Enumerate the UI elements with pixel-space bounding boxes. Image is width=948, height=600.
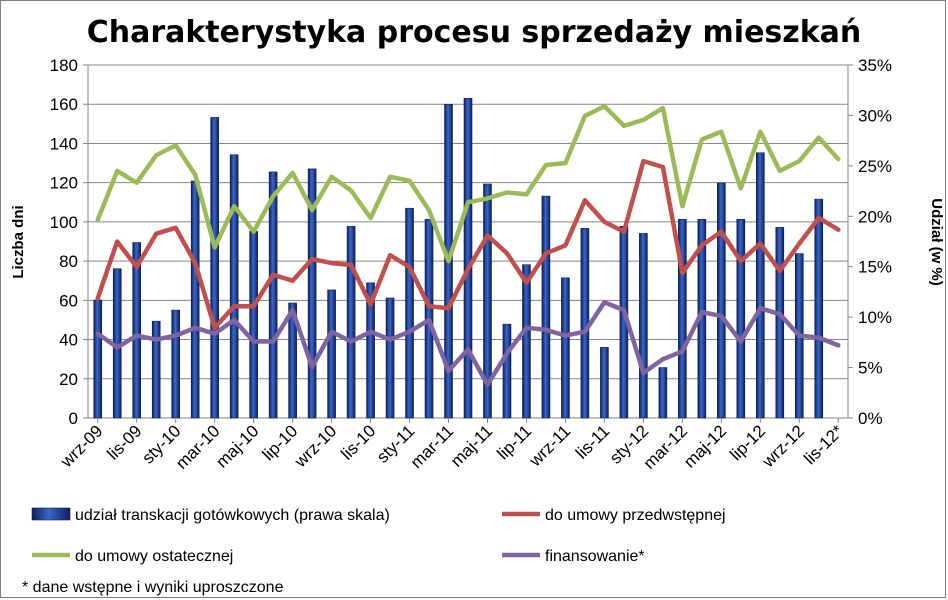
x-tick-label: maj-10 bbox=[212, 421, 262, 471]
bar bbox=[327, 289, 336, 419]
y-right-tick-label: 35% bbox=[858, 56, 892, 75]
bar bbox=[93, 299, 103, 419]
bar bbox=[580, 228, 590, 419]
bar bbox=[307, 168, 317, 419]
chart-title: Charakterystyka procesu sprzedaży mieszk… bbox=[87, 15, 862, 50]
legend-item: do umowy przedwstępnej bbox=[502, 507, 726, 524]
bar bbox=[775, 227, 785, 419]
y-left-tick-label: 20 bbox=[59, 370, 78, 389]
y-axis-left: 0 20 40 60 80 100 120 140 160 180 bbox=[50, 56, 89, 428]
bar bbox=[385, 297, 395, 419]
y-left-tick-label: 140 bbox=[50, 134, 78, 153]
bar bbox=[717, 182, 726, 419]
x-tick-label: mar-11 bbox=[407, 421, 458, 472]
bar bbox=[249, 231, 258, 419]
x-tick-label: mar-10 bbox=[172, 421, 224, 473]
line-series bbox=[95, 103, 841, 387]
bar bbox=[658, 367, 668, 419]
x-tick-label: wrz-12 bbox=[758, 421, 808, 471]
bar bbox=[522, 264, 531, 419]
bar bbox=[346, 226, 356, 419]
bar bbox=[151, 320, 161, 419]
legend: udział transkacji gotówkowych (prawa ska… bbox=[31, 507, 726, 565]
y-right-tick-label: 0% bbox=[858, 409, 883, 428]
bar bbox=[502, 323, 512, 419]
y-right-tick-label: 30% bbox=[858, 106, 892, 125]
x-tick-label: maj-12 bbox=[680, 421, 730, 471]
y-left-tick-label: 100 bbox=[50, 213, 78, 232]
series-line bbox=[95, 300, 841, 387]
x-tick-label: lis-10 bbox=[337, 421, 379, 463]
legend-label: do umowy przedwstępnej bbox=[545, 507, 726, 524]
bar bbox=[190, 180, 200, 419]
legend-label: udział transkacji gotówkowych (prawa ska… bbox=[75, 507, 390, 524]
legend-item: udział transkacji gotówkowych (prawa ska… bbox=[31, 507, 390, 524]
y-axis-right: 0% 5% 10% 15% 20% 25% 30% 35% bbox=[847, 56, 892, 428]
bar bbox=[561, 277, 570, 419]
y-left-tick-label: 0 bbox=[69, 409, 78, 428]
y-right-tick-label: 10% bbox=[858, 308, 892, 327]
y-axis-right-title: Udział (w %) bbox=[928, 198, 945, 286]
legend-label: finansowanie* bbox=[545, 548, 645, 565]
x-tick-label: wrz-09 bbox=[56, 421, 106, 471]
x-tick-label: lis-09 bbox=[103, 421, 145, 463]
legend-swatch bbox=[31, 507, 71, 521]
y-right-tick-label: 20% bbox=[858, 207, 892, 226]
y-left-tick-label: 180 bbox=[50, 56, 78, 75]
y-axis-left-title: Liczba dni bbox=[10, 205, 27, 278]
series-line bbox=[95, 158, 841, 331]
x-tick-label: wrz-10 bbox=[290, 421, 340, 471]
x-tick-label: lis-12* bbox=[800, 421, 847, 468]
y-right-tick-label: 25% bbox=[858, 157, 892, 176]
bar bbox=[639, 233, 648, 419]
bar bbox=[756, 152, 765, 419]
x-tick-label: mar-12 bbox=[640, 421, 692, 473]
bar bbox=[736, 219, 746, 419]
x-axis: wrz-09lis-09sty-10mar-10maj-10lip-10wrz-… bbox=[56, 418, 847, 473]
y-left-tick-label: 40 bbox=[59, 331, 78, 350]
legend-item: finansowanie* bbox=[502, 548, 645, 565]
y-left-tick-label: 160 bbox=[50, 95, 78, 114]
x-tick-label: maj-11 bbox=[447, 421, 496, 470]
series-line bbox=[95, 103, 841, 264]
bar bbox=[210, 117, 219, 419]
bar bbox=[541, 195, 551, 419]
y-right-tick-label: 15% bbox=[858, 258, 892, 277]
bar bbox=[171, 309, 180, 419]
y-left-tick-label: 120 bbox=[50, 174, 78, 193]
bar-series bbox=[93, 97, 824, 419]
legend-label: do umowy ostatecznej bbox=[75, 548, 233, 565]
x-tick-label: wrz-11 bbox=[525, 421, 574, 470]
bar bbox=[600, 347, 609, 419]
bar bbox=[229, 154, 239, 419]
legend-item: do umowy ostatecznej bbox=[32, 548, 233, 565]
bar bbox=[463, 97, 473, 419]
bar bbox=[268, 171, 278, 419]
y-right-tick-label: 5% bbox=[858, 359, 883, 378]
bar bbox=[405, 207, 414, 419]
y-left-tick-label: 60 bbox=[59, 291, 78, 310]
bar bbox=[814, 198, 824, 419]
y-left-tick-label: 80 bbox=[59, 252, 78, 271]
footnote: * dane wstępne i wyniki uproszczone bbox=[22, 579, 284, 596]
